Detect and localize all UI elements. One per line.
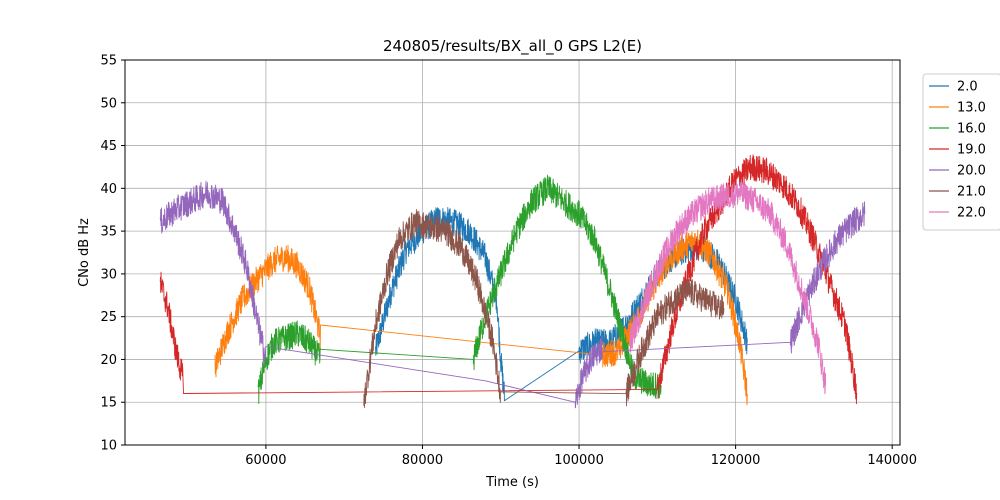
legend-label: 16.0 <box>957 122 986 137</box>
y-tick-label: 40 <box>100 182 117 197</box>
legend: 2.0 13.0 16.0 19.0 20.0 21.0 22.0 <box>922 73 1000 231</box>
series-19.0 <box>159 154 858 405</box>
series-16.0 <box>257 174 662 405</box>
y-tick-label: 45 <box>100 139 117 154</box>
series-line <box>214 229 748 406</box>
x-tick-label: 80000 <box>402 453 443 468</box>
legend-label: 2.0 <box>957 80 978 95</box>
plot-frame <box>124 59 901 446</box>
y-tick-label: 20 <box>100 353 117 368</box>
y-tick-label: 55 <box>100 54 117 69</box>
series-20.0 <box>159 180 866 409</box>
x-tick-label: 100000 <box>554 453 604 468</box>
series-22.0 <box>629 179 827 395</box>
legend-label: 21.0 <box>957 185 986 200</box>
chart-title: 240805/results/BX_all_0 GPS L2(E) <box>383 37 642 56</box>
legend-label: 13.0 <box>957 101 986 116</box>
series-layer <box>159 154 866 409</box>
ticks: 60000 80000 100000 120000 140000 10 15 20 25 30 35… <box>100 54 917 469</box>
y-tick-label: 50 <box>100 96 117 111</box>
series-line <box>257 174 662 405</box>
y-tick-label: 30 <box>100 267 117 282</box>
x-tick-label: 140000 <box>867 453 917 468</box>
series-line <box>629 179 827 395</box>
series-line <box>159 154 858 405</box>
series-13.0 <box>214 229 748 406</box>
series-21.0 <box>363 209 725 408</box>
series-line <box>159 180 866 409</box>
legend-label: 19.0 <box>957 143 986 158</box>
x-tick-label: 120000 <box>711 453 761 468</box>
y-axis-title: CNo dB Hz <box>77 218 92 287</box>
legend-label: 20.0 <box>957 164 986 179</box>
y-tick-label: 25 <box>100 310 117 325</box>
x-axis-title: Time (s) <box>485 475 539 490</box>
x-tick-label: 60000 <box>245 453 286 468</box>
legend-label: 22.0 <box>957 206 986 221</box>
series-line <box>363 209 725 408</box>
y-tick-label: 35 <box>100 225 117 240</box>
y-tick-label: 10 <box>100 439 117 454</box>
y-tick-label: 15 <box>100 396 117 411</box>
